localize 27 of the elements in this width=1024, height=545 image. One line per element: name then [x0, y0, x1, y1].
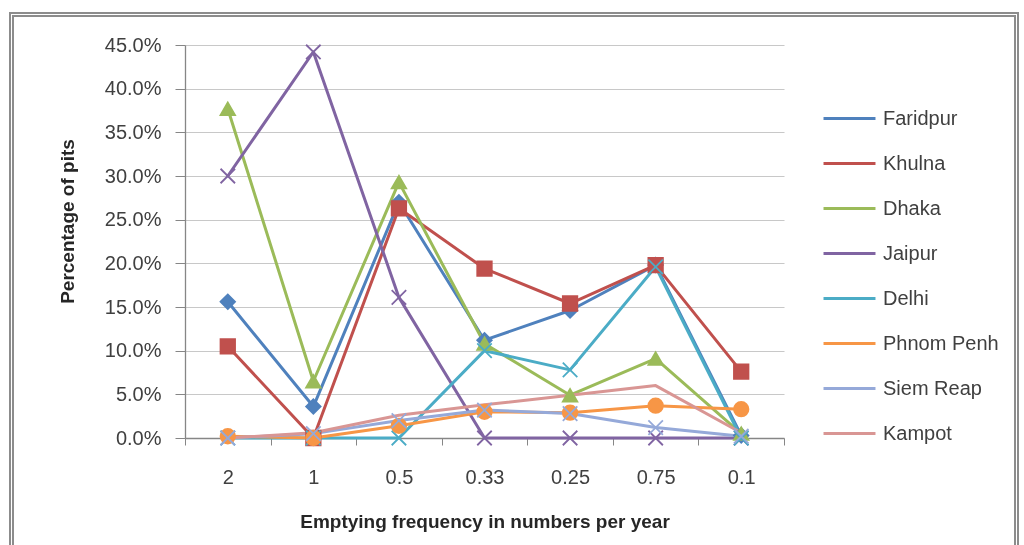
legend-label: Khulna [883, 151, 947, 174]
x-tick-label: 0.75 [636, 465, 676, 488]
x-tick-label: 1 [308, 465, 320, 488]
y-axis-title: Percentage of pits [56, 139, 78, 304]
legend-label: Kampot [883, 421, 953, 444]
y-tick-label: 15.0% [104, 295, 162, 318]
x-tick-label: 0.1 [727, 465, 756, 488]
x-tick-label: 0.5 [385, 465, 414, 488]
y-tick-label: 10.0% [104, 339, 162, 362]
y-tick-label: 40.0% [104, 77, 162, 100]
y-tick-label: 25.0% [104, 208, 162, 231]
x-tick-label: 0.33 [465, 465, 505, 488]
y-tick-label: 45.0% [104, 33, 162, 56]
legend-label: Siem Reap [883, 376, 982, 399]
y-tick-label: 5.0% [115, 382, 162, 405]
legend-label: Delhi [883, 286, 929, 309]
y-tick-label: 35.0% [104, 120, 162, 143]
y-tick-label: 0.0% [115, 426, 162, 449]
y-tick-label: 30.0% [104, 164, 162, 187]
x-tick-label: 0.25 [551, 465, 591, 488]
y-tick-label: 20.0% [104, 251, 162, 274]
legend-label: Faridpur [883, 106, 958, 129]
x-axis-title: Emptying frequency in numbers per year [300, 510, 671, 532]
legend-label: Dhaka [883, 196, 942, 219]
x-tick-label: 2 [222, 465, 234, 488]
legend-label: Phnom Penh [883, 331, 999, 354]
legend-label: Jaipur [883, 241, 938, 264]
